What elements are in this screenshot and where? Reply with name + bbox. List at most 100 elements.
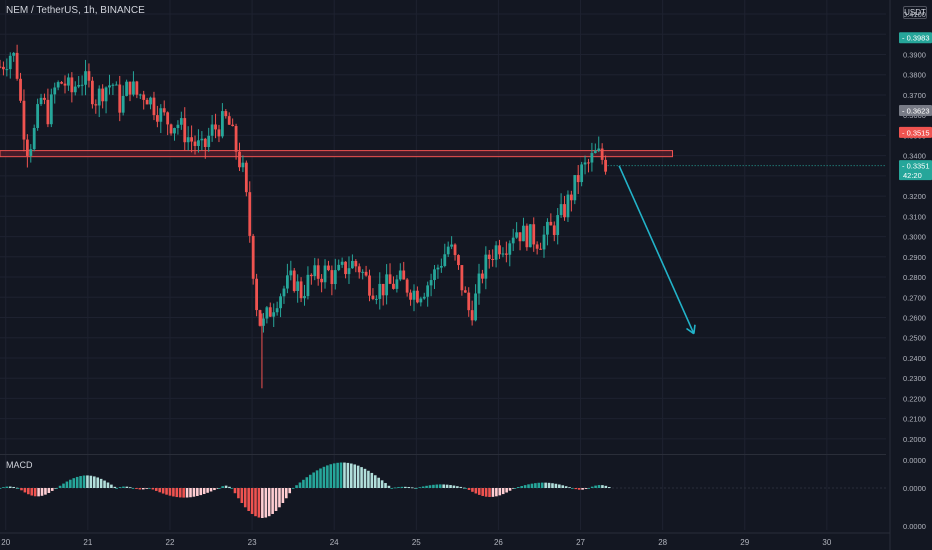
macd-bar [23,488,27,493]
macd-y-tick-label: 0.0000 [903,522,926,531]
macd-bar [128,487,132,489]
macd-bar [103,480,106,488]
candle-body [217,129,221,137]
candle-body [145,99,149,105]
macd-bar [491,488,495,497]
macd-bar [110,484,113,488]
candle-body [56,82,60,88]
candle-body [101,88,105,102]
candle-body [210,124,214,136]
macd-bar [564,486,568,488]
candle-body [90,80,94,105]
y-tick-label: 0.2300 [903,374,926,383]
candle-body [39,97,43,105]
macd-bar [298,482,302,488]
macd-bar [561,485,565,488]
candle-body [121,95,125,113]
candles-layer [0,44,886,389]
macd-bar [571,488,574,489]
candle-body [176,124,180,129]
macd-bar [267,488,271,517]
candle-body [354,260,358,267]
candle-body [337,264,341,271]
macd-bar [438,484,442,488]
candle-body [433,269,436,281]
candle-body [73,86,77,93]
current-price-badge [899,160,932,181]
candle-body [262,318,265,326]
candle-body [470,310,474,321]
macd-bar [175,488,179,498]
macd-bar [508,488,512,491]
macd-bar [584,488,588,489]
macd-bar [271,488,274,514]
candle-body [494,245,498,260]
macd-bar [138,488,142,490]
macd-bar [44,488,47,495]
candle-body [504,253,508,255]
macd-bar [196,488,199,497]
macd-bar [154,488,158,491]
macd-bar [151,488,155,490]
macd-bar [495,488,498,497]
y-tick-label: 0.2600 [903,314,926,323]
candle-body [220,111,224,137]
candle-body [559,204,563,216]
macd-bar [40,488,44,496]
candle-body [197,140,200,146]
macd-y-tick-label: 0.0000 [903,484,926,493]
y-tick-label: 0.3400 [903,152,926,161]
candle-body [32,127,36,150]
macd-bar [257,488,261,518]
macd-bar [558,484,561,488]
candle-body [203,138,207,147]
candle-body [309,274,313,277]
pane-divider[interactable] [0,454,886,455]
candle-body [392,283,395,289]
macd-bar [221,486,224,488]
candle-body [289,270,293,276]
macd-bar [607,487,611,488]
candle-body [477,273,481,294]
macd-bar [158,488,162,493]
y-tick-label: 0.2000 [903,435,926,444]
macd-bar [367,470,370,488]
macd-bar [329,464,333,488]
macd-bar [281,488,285,503]
macd-bar [432,484,435,488]
candle-body [248,192,252,236]
macd-bar [471,488,474,492]
currency-badge[interactable]: USDT [903,6,927,19]
macd-bar [122,486,125,488]
arrow-head [693,324,696,334]
candle-body [238,151,241,168]
macd-bar [445,484,449,488]
macd-bar [464,488,467,489]
macd-bar [540,482,544,488]
candle-body [19,78,22,101]
macd-bar [581,488,584,490]
macd-bar [484,488,488,497]
candle-body [258,310,262,326]
candle-body [193,141,197,146]
candle-body [378,283,382,299]
y-tick-label: 0.3100 [903,212,926,221]
macd-bar [185,488,189,498]
candle-body [125,81,128,96]
macd-bar [291,488,295,489]
bar-countdown: 42:20 [903,171,922,180]
macd-bar [65,481,69,488]
candle-body [22,100,26,140]
macd-bar [346,462,350,488]
candle-body [590,153,594,163]
macd-bar [568,487,571,488]
candle-body [299,281,303,299]
candle-body [132,81,135,95]
macd-bar [125,486,129,488]
macd-bar [82,475,86,488]
candle-body [426,285,430,297]
candle-body [49,94,53,125]
candle-body [587,162,590,164]
macd-bar [339,462,343,488]
